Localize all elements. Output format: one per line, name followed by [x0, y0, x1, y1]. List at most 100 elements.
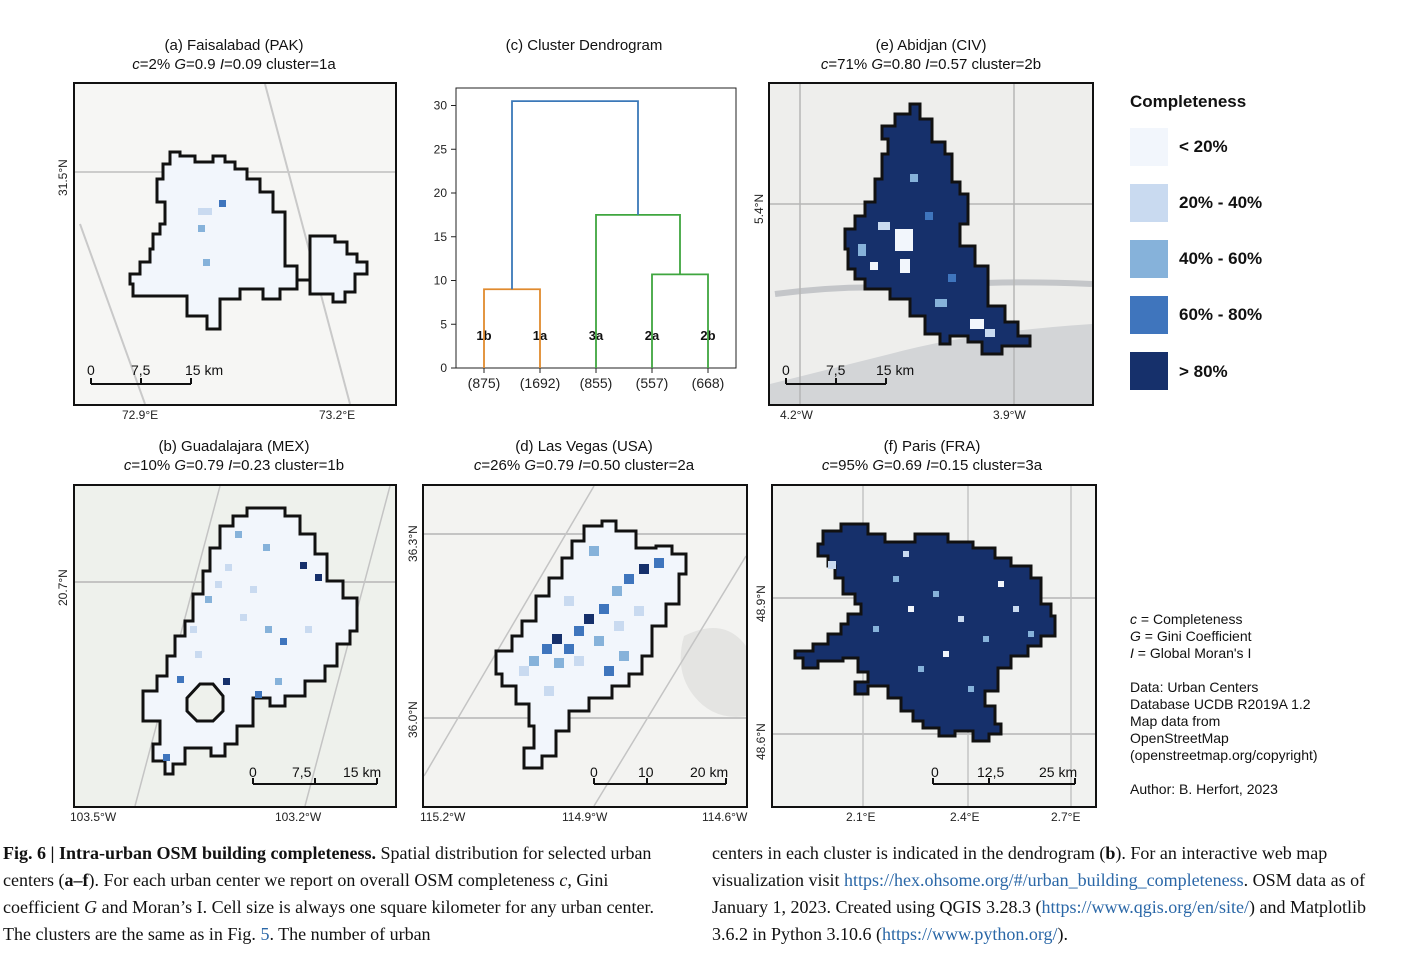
f-xtick-1: 2.1°E — [846, 810, 876, 824]
legend-swatch-40-60 — [1130, 240, 1168, 278]
b-xtick-2: 103.2°W — [275, 810, 322, 824]
map-guadalajara: 0 7,5 15 km — [73, 484, 397, 808]
legend-label-lt20: < 20% — [1179, 137, 1228, 156]
legend-label-20-40: 20% - 40% — [1179, 193, 1263, 212]
qgis-link[interactable]: https://www.qgis.org/en/site/ — [1041, 897, 1249, 917]
panel-d-title: (d) Las Vegas (USA) c=26% G=0.79 I=0.50 … — [422, 437, 746, 475]
legend-label-40-60: 40% - 60% — [1179, 249, 1263, 268]
scale-e-0: 0 — [782, 362, 790, 378]
fig5-link[interactable]: 5 — [260, 924, 270, 944]
guadalajara-boundary — [141, 506, 359, 776]
dendrogram-link-root — [511, 100, 639, 290]
panel-c-title: (c) Cluster Dendrogram — [505, 37, 663, 54]
map-guadalajara-drawing — [75, 486, 395, 806]
e-xtick-2: 3.9°W — [993, 408, 1026, 422]
f-ytick-2: 48.6°N — [754, 723, 768, 760]
scale-f-mid: 12,5 — [977, 764, 1005, 780]
scale-b-end: 15 km — [343, 764, 382, 780]
faisalabad-boundary — [128, 150, 369, 331]
legend-swatch-60-80 — [1130, 296, 1168, 334]
dendrogram-ytick-label: 30 — [434, 99, 448, 113]
panel-a-name: (a) Faisalabad (PAK) — [164, 37, 304, 54]
panel-d-name: (d) Las Vegas (USA) — [515, 438, 653, 455]
panel-e-title: (e) Abidjan (CIV) c=71% G=0.80 I=0.57 cl… — [768, 36, 1094, 74]
caption-right: centers in each cluster is indicated in … — [712, 843, 1366, 944]
f-xtick-3: 2.7°E — [1051, 810, 1081, 824]
b-xtick-1: 103.5°W — [70, 810, 117, 824]
legend-swatch-lt20 — [1130, 128, 1168, 166]
note-author: Author: B. Herfort, 2023 — [1130, 781, 1278, 797]
legend-label-60-80: 60% - 80% — [1179, 305, 1263, 324]
dendrogram-leaf-count: (557) — [636, 375, 669, 391]
scale-f-end: 25 km — [1039, 764, 1078, 780]
f-xtick-2: 2.4°E — [950, 810, 980, 824]
map-paris: 0 12,5 25 km — [771, 484, 1097, 808]
map-las-vegas-drawing — [424, 486, 746, 806]
legend-title: Completeness — [1130, 92, 1247, 111]
note-data-3: Map data from — [1130, 713, 1221, 729]
python-link[interactable]: https://www.python.org/ — [882, 924, 1058, 944]
panel-e-stats: c=71% G=0.80 I=0.57 cluster=2b — [820, 56, 1042, 73]
scale-e-mid: 7,5 — [826, 362, 846, 378]
map-faisalabad: 0 7,5 15 km — [73, 82, 397, 406]
map-abidjan: 0 7,5 15 km — [768, 82, 1094, 406]
panel-a-title: (a) Faisalabad (PAK) c=2% G=0.9 I=0.09 c… — [74, 36, 394, 74]
note-data-1: Data: Urban Centers — [1130, 679, 1259, 695]
dendrogram-chart: 051015202530(875)1b(1692)1a(855)3a(557)2… — [434, 87, 737, 391]
note-data-5: (openstreetmap.org/copyright) — [1130, 747, 1318, 763]
scale-a-end: 15 km — [185, 362, 224, 378]
d-xtick-3: 114.6°W — [702, 810, 748, 824]
dendrogram-ytick-label: 20 — [434, 186, 448, 200]
a-xtick-2: 73.2°E — [319, 408, 356, 422]
note-i: I = Global Moran's I — [1130, 645, 1252, 661]
note-g: G = Gini Coefficient — [1130, 628, 1252, 644]
caption-figure-label: Fig. 6 | Intra-urban OSM building comple… — [3, 843, 376, 863]
dendrogram-leaf-count: (668) — [692, 375, 725, 391]
scale-e-end: 15 km — [876, 362, 915, 378]
panel-b-stats: c=10% G=0.79 I=0.23 cluster=1b — [123, 457, 345, 474]
panel-a-stats: c=2% G=0.9 I=0.09 cluster=1a — [132, 56, 336, 73]
d-xtick-1: 115.2°W — [420, 810, 466, 824]
panel-f-stats: c=95% G=0.69 I=0.15 cluster=3a — [821, 457, 1043, 474]
b-ytick-1: 20.7°N — [56, 569, 70, 606]
panel-b-title: (b) Guadalajara (MEX) c=10% G=0.79 I=0.2… — [74, 437, 394, 475]
map-abidjan-drawing — [770, 84, 1092, 404]
d-xtick-2: 114.9°W — [562, 810, 608, 824]
d-ytick-2: 36.0°N — [406, 701, 420, 738]
scale-a-0: 0 — [87, 362, 95, 378]
dendrogram-ytick-label: 15 — [434, 230, 448, 244]
scale-f-0: 0 — [931, 764, 939, 780]
scale-d-0: 0 — [590, 764, 598, 780]
note-c: c = Completeness — [1130, 611, 1243, 627]
dendrogram-ytick-label: 25 — [434, 142, 448, 156]
dendrogram-leaf-count: (855) — [580, 375, 613, 391]
las-vegas-boundary — [494, 519, 688, 770]
scale-b-mid: 7,5 — [292, 764, 312, 780]
map-las-vegas: 0 10 20 km — [422, 484, 748, 808]
e-xtick-1: 4.2°W — [780, 408, 813, 422]
abidjan-boundary — [843, 102, 1032, 356]
map-paris-drawing — [773, 486, 1095, 806]
e-ytick-1: 5.4°N — [752, 193, 766, 224]
scale-d-end: 20 km — [690, 764, 729, 780]
dendrogram-link-1b-1a — [483, 288, 541, 368]
a-xtick-1: 72.9°E — [122, 408, 159, 422]
dendrogram-leaf-count: (1692) — [520, 375, 560, 391]
hex-ohsome-link[interactable]: https://hex.ohsome.org/#/urban_building_… — [844, 870, 1244, 890]
dendrogram-link-2a-2b — [651, 273, 709, 368]
note-data-4: OpenStreetMap — [1130, 730, 1229, 746]
legend-label-gt80: > 80% — [1179, 362, 1228, 381]
dendrogram-ytick-label: 10 — [434, 274, 448, 288]
a-ytick-1: 31.5°N — [56, 159, 70, 196]
dendrogram-ytick-label: 5 — [440, 317, 447, 331]
map-faisalabad-drawing — [75, 84, 395, 404]
note-data-2: Database UCDB R2019A 1.2 — [1130, 696, 1311, 712]
panel-e-name: (e) Abidjan (CIV) — [875, 37, 987, 54]
panel-f-title: (f) Paris (FRA) c=95% G=0.69 I=0.15 clus… — [770, 437, 1094, 475]
dendrogram-link-3a-2 — [595, 213, 681, 368]
panel-d-stats: c=26% G=0.79 I=0.50 cluster=2a — [473, 457, 695, 474]
paris-boundary — [793, 522, 1057, 743]
panel-f-name: (f) Paris (FRA) — [883, 438, 981, 455]
d-ytick-1: 36.3°N — [406, 525, 420, 562]
caption-left: Fig. 6 | Intra-urban OSM building comple… — [3, 843, 654, 944]
